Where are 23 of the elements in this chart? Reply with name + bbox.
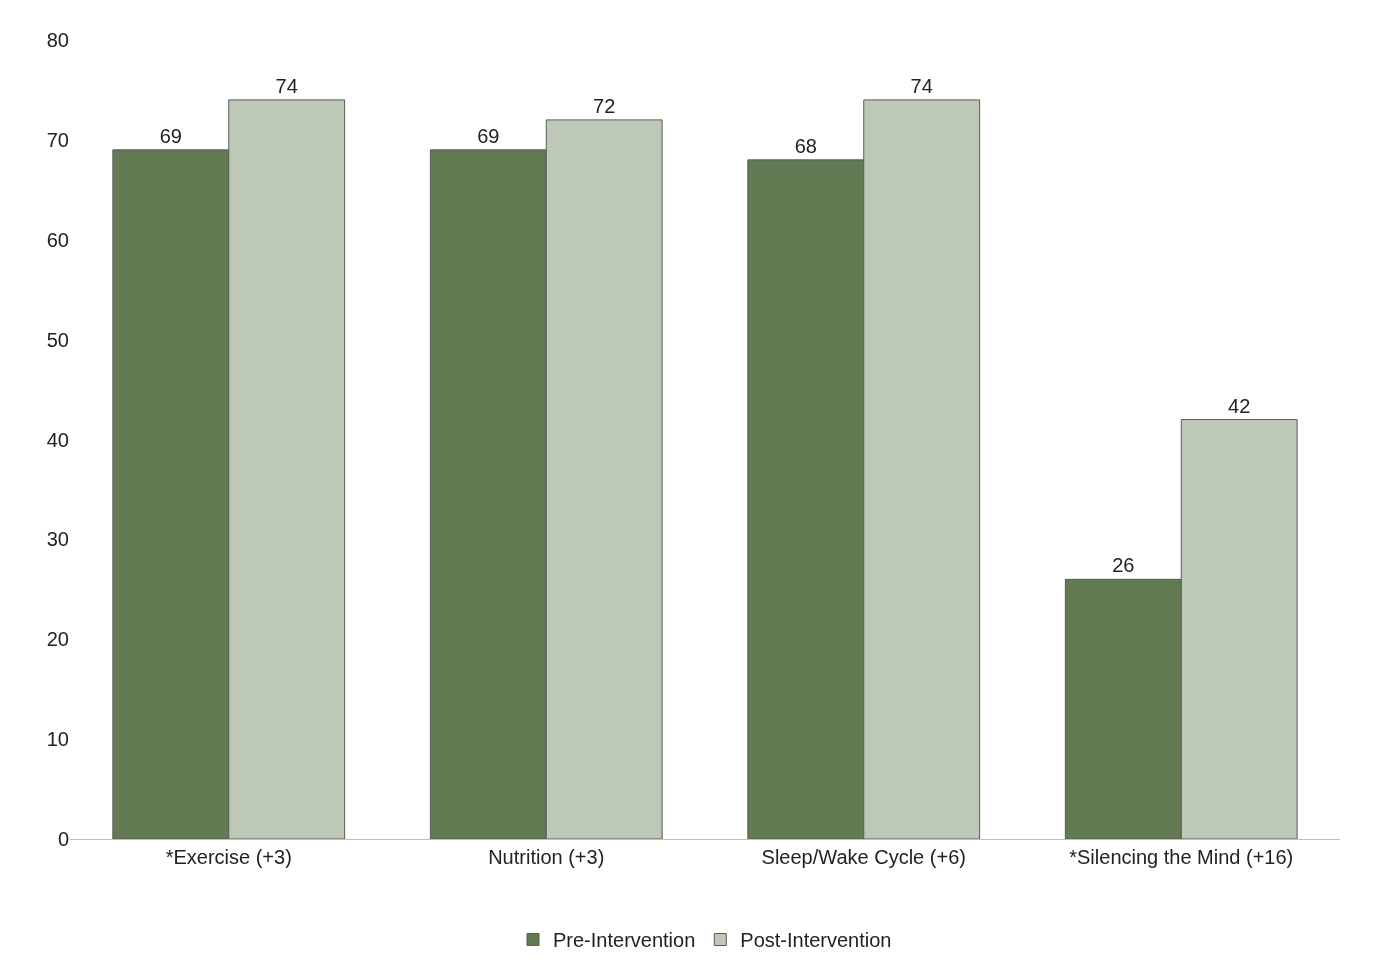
data-label: 42 <box>1228 394 1251 417</box>
y-tick-label: 20 <box>46 628 69 651</box>
data-label: 74 <box>910 74 933 97</box>
data-label: 69 <box>159 124 182 147</box>
x-tick-label: *Exercise (+3) <box>165 846 292 868</box>
y-tick-label: 10 <box>46 728 69 751</box>
x-tick-label: Sleep/Wake Cycle (+6) <box>761 846 966 868</box>
data-label: 69 <box>477 124 500 147</box>
legend-label: Pre-Intervention <box>553 929 696 952</box>
data-label: 26 <box>1112 554 1135 577</box>
legend-label: Post-Intervention <box>740 929 892 952</box>
data-label: 72 <box>593 94 616 117</box>
y-tick-label: 30 <box>46 528 69 551</box>
y-tick-label: 50 <box>46 328 69 351</box>
data-label: 68 <box>794 134 817 157</box>
y-tick-label: 80 <box>46 29 69 51</box>
y-tick-label: 0 <box>57 828 69 850</box>
y-tick-label: 60 <box>46 228 69 251</box>
x-tick-label: Nutrition (+3) <box>488 846 605 868</box>
data-label: 74 <box>275 74 298 97</box>
y-tick-label: 40 <box>46 428 69 451</box>
x-tick-label: *Silencing the Mind (+16) <box>1069 846 1294 868</box>
y-tick-label: 70 <box>46 128 69 151</box>
